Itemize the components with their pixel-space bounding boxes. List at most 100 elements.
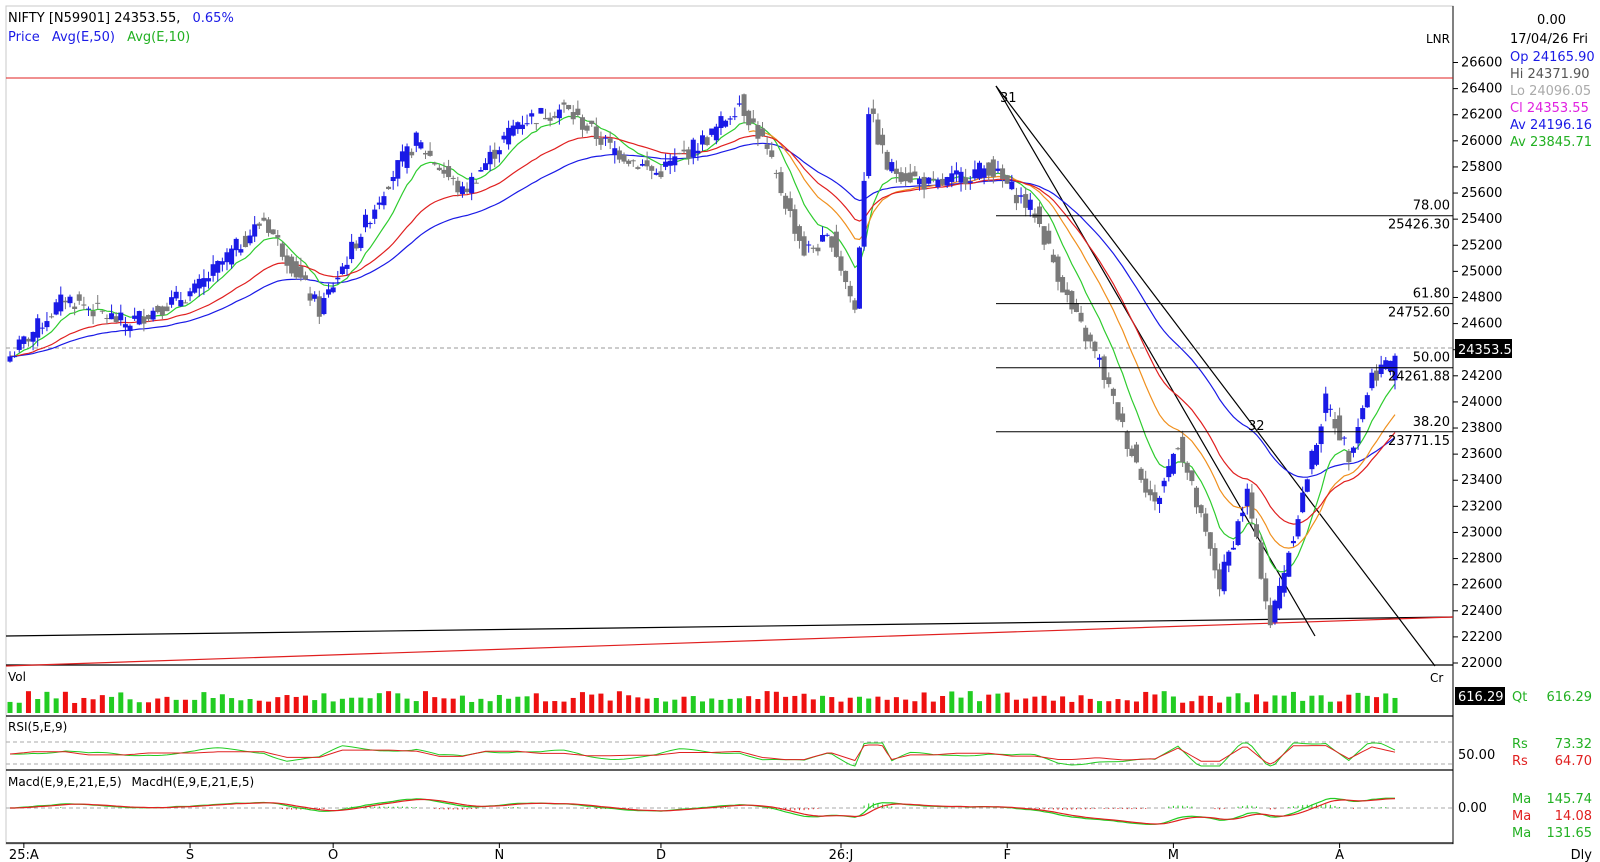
volume-bar (118, 692, 124, 713)
candle-body (1129, 448, 1135, 456)
candle-body (1254, 524, 1259, 537)
candle-body (926, 177, 932, 184)
candle-body (1290, 540, 1296, 544)
candle-body (1240, 512, 1246, 517)
candle-body (316, 296, 322, 317)
y-tick-label: 24200 (1461, 369, 1502, 384)
volume-bar (1300, 700, 1306, 713)
candle-body (843, 270, 849, 283)
candle-body (1212, 548, 1218, 571)
candle-body (856, 247, 862, 309)
candle-body (967, 181, 973, 183)
candle-body (1258, 542, 1264, 579)
candle-body (1272, 600, 1278, 623)
candle-body (529, 113, 535, 117)
last-price-box (1455, 339, 1512, 358)
volume-bar (302, 695, 308, 713)
candle-body (418, 142, 424, 149)
candle-body (53, 302, 59, 315)
fib-percent: 78.00 (1413, 199, 1450, 214)
volume-bar (358, 697, 364, 713)
candle-body (889, 162, 895, 172)
candle-body (459, 186, 465, 194)
fibonacci-levels: 78.00 25426.30 61.80 24752.60 50.00 24261.88 3… (996, 199, 1453, 449)
y-tick-label: 26200 (1461, 108, 1502, 123)
volume-bar (967, 691, 973, 713)
candle-body (1161, 480, 1167, 487)
volume-bar (746, 696, 752, 713)
y-tick-label: 24600 (1461, 317, 1502, 332)
candle-body (1180, 436, 1186, 463)
candle-body (760, 128, 766, 137)
volume-bar (820, 695, 826, 713)
volume-bar (1364, 695, 1370, 713)
volume-bar (893, 697, 899, 713)
volume-bar (847, 697, 853, 713)
candle-body (261, 217, 267, 221)
rsi-rs2-label: Rs (1512, 754, 1528, 769)
volume-bar (829, 697, 835, 713)
candle-body (1203, 513, 1209, 532)
candle-body (935, 179, 941, 188)
volume-bar (653, 697, 659, 713)
change-pct: 0.65% (193, 11, 234, 26)
volume-bar (229, 698, 235, 713)
candle-body (1300, 492, 1306, 513)
candle-body (1193, 487, 1199, 508)
candle-body (921, 176, 927, 190)
volume-bar (16, 702, 22, 713)
volume-bar (367, 698, 373, 713)
candle-body (1277, 585, 1283, 609)
candle-body (903, 173, 909, 182)
volume-bar (727, 698, 733, 713)
candle-body (552, 115, 558, 118)
y-tick-label: 22000 (1461, 656, 1502, 671)
y-tick-label: 24000 (1461, 395, 1502, 410)
volume-bar (1078, 695, 1084, 713)
rsi-signal-line (9, 744, 1396, 765)
fib-level: 24261.88 (1388, 370, 1450, 385)
x-tick-label: S (186, 848, 194, 862)
volume-bar (792, 695, 798, 713)
candle-body (787, 198, 793, 211)
volume-bar (44, 691, 50, 713)
candle-body (1364, 395, 1370, 408)
volume-bar (1050, 700, 1056, 713)
macd-level: 0.00 (1458, 801, 1487, 816)
volume-bar (644, 698, 650, 713)
volume-bar (284, 695, 290, 713)
candle-body (25, 338, 31, 342)
macd-m1: 145.74 (1547, 792, 1593, 807)
candle-body (455, 180, 461, 193)
candle-body (1249, 492, 1255, 519)
volume-bar (1004, 692, 1010, 713)
candle-body (875, 119, 881, 145)
candle-body (1184, 462, 1190, 473)
qt-label: Qt (1512, 690, 1527, 705)
candle-body (35, 318, 41, 338)
candle-body (616, 150, 622, 160)
candle-body (718, 116, 724, 129)
volume-bar (1374, 697, 1380, 713)
candle-body (1157, 497, 1163, 504)
candle-body (704, 137, 710, 145)
x-tick-label: D (656, 848, 666, 862)
volume-bar (72, 702, 78, 713)
volume-bar (1244, 702, 1250, 713)
rsi-rs2: 64.70 (1555, 754, 1592, 769)
candle-body (884, 151, 890, 170)
macd-m3: 131.65 (1547, 826, 1593, 841)
candle-body (270, 229, 276, 235)
candle-body (39, 327, 45, 329)
legend-avg50: Avg(E,50) (52, 30, 115, 45)
candle-body (672, 156, 678, 166)
candle-body (1332, 419, 1338, 429)
volume-bar (940, 695, 946, 713)
candle-body (1166, 466, 1172, 478)
candle-body (736, 103, 742, 105)
candle-body (792, 209, 798, 234)
rsi-level: 50.00 (1458, 748, 1495, 763)
red-avg-line (10, 134, 1396, 525)
candle-body (898, 172, 904, 182)
